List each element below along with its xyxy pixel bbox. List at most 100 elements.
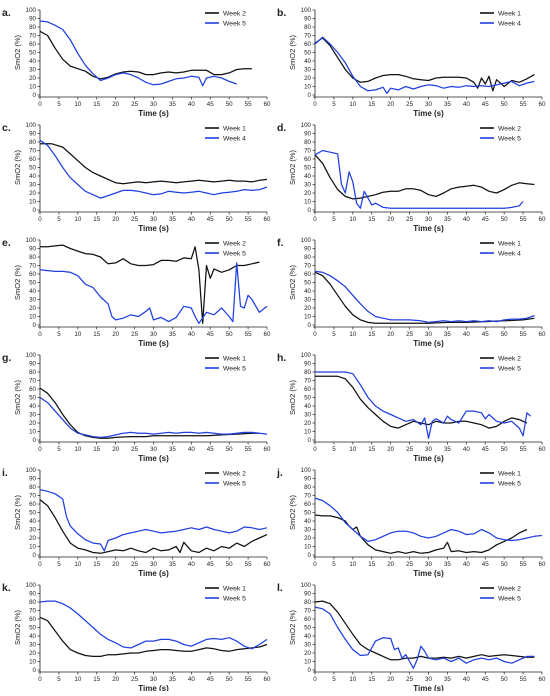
legend-label: Week 2	[223, 240, 246, 247]
x-tick-label: 25	[406, 216, 413, 223]
y-tick-label: 30	[304, 182, 311, 189]
series-line	[314, 36, 535, 94]
x-axis-label: Time (s)	[138, 454, 169, 463]
legend-label: Week 1	[498, 240, 521, 247]
y-tick-label: 60	[29, 501, 36, 508]
y-tick-label: 20	[29, 75, 36, 82]
x-tick-label: 10	[349, 216, 356, 223]
y-axis-label: SmO2 (%)	[13, 495, 22, 531]
x-axis-label: Time (s)	[413, 454, 444, 463]
y-tick-label: 100	[301, 582, 312, 589]
x-tick-label: 55	[520, 101, 527, 108]
y-tick-label: 60	[304, 616, 311, 623]
x-tick-label: 60	[264, 676, 271, 683]
x-tick-label: 30	[425, 101, 432, 108]
y-tick-label: 40	[304, 518, 311, 525]
x-tick-label: 20	[112, 561, 119, 568]
series-line	[39, 387, 260, 439]
x-tick-label: 35	[444, 216, 451, 223]
legend-label: Week 4	[498, 20, 521, 27]
y-tick-label: 100	[301, 352, 312, 359]
x-tick-label: 30	[150, 561, 157, 568]
x-tick-label: 20	[387, 216, 394, 223]
y-tick-label: 10	[29, 659, 36, 666]
x-tick-label: 0	[313, 676, 317, 683]
y-tick-label: 70	[304, 608, 311, 615]
y-tick-label: 50	[304, 280, 311, 287]
y-tick-label: 40	[29, 403, 36, 410]
y-tick-label: 30	[304, 412, 311, 419]
y-tick-label: 90	[304, 16, 311, 23]
x-tick-label: 20	[387, 561, 394, 568]
y-tick-label: 20	[29, 420, 36, 427]
series-line	[315, 371, 532, 439]
series-line	[314, 37, 535, 92]
x-tick-label: 55	[520, 676, 527, 683]
y-tick-label: 80	[304, 484, 311, 491]
y-tick-label: 100	[26, 467, 37, 474]
y-tick-label: 40	[29, 288, 36, 295]
y-tick-label: 10	[29, 199, 36, 206]
x-tick-label: 20	[387, 446, 394, 453]
panel-label: k.	[2, 582, 11, 594]
y-tick-label: 100	[26, 582, 37, 589]
legend-label: Week 1	[223, 355, 246, 362]
y-tick-label: 40	[304, 403, 311, 410]
y-tick-label: 40	[304, 633, 311, 640]
x-tick-label: 25	[406, 101, 413, 108]
x-tick-label: 0	[313, 446, 317, 453]
panel-label: b.	[277, 7, 286, 19]
x-tick-label: 0	[38, 331, 42, 338]
x-tick-label: 35	[169, 676, 176, 683]
x-tick-label: 10	[74, 216, 81, 223]
x-axis-label: Time (s)	[138, 684, 169, 691]
series-line	[39, 262, 268, 324]
x-tick-label: 10	[74, 101, 81, 108]
y-tick-label: 70	[304, 263, 311, 270]
x-tick-label: 15	[93, 331, 100, 338]
x-tick-label: 55	[245, 101, 252, 108]
x-tick-label: 0	[38, 101, 42, 108]
y-axis-label: SmO2 (%)	[288, 150, 297, 186]
x-tick-label: 10	[74, 331, 81, 338]
y-tick-label: 100	[26, 237, 37, 244]
x-tick-label: 10	[349, 561, 356, 568]
legend-label: Week 2	[498, 125, 521, 132]
x-tick-label: 10	[74, 676, 81, 683]
legend-label: Week 5	[223, 365, 246, 372]
y-tick-label: 90	[304, 246, 311, 253]
legend-label: Week 1	[223, 585, 246, 592]
y-tick-label: 70	[29, 33, 36, 40]
legend-label: Week 1	[498, 10, 521, 17]
x-tick-label: 40	[188, 561, 195, 568]
x-tick-label: 0	[38, 676, 42, 683]
x-tick-label: 5	[332, 216, 336, 223]
x-tick-label: 60	[539, 561, 546, 568]
y-tick-label: 70	[304, 378, 311, 385]
x-tick-label: 30	[150, 216, 157, 223]
series-line	[314, 600, 535, 661]
y-tick-label: 10	[304, 199, 311, 206]
panel-label: e.	[2, 237, 11, 249]
legend-label: Week 2	[498, 355, 521, 362]
x-tick-label: 50	[226, 216, 233, 223]
y-tick-label: 0	[33, 437, 37, 444]
x-tick-label: 5	[57, 446, 61, 453]
y-tick-label: 100	[301, 237, 312, 244]
legend-label: Week 5	[223, 595, 246, 602]
x-tick-label: 25	[406, 446, 413, 453]
panel-label: j.	[276, 467, 283, 479]
x-tick-label: 35	[444, 561, 451, 568]
series-line	[314, 270, 535, 324]
series-line	[314, 154, 535, 200]
y-tick-label: 70	[304, 33, 311, 40]
y-tick-label: 10	[304, 544, 311, 551]
x-tick-label: 20	[112, 331, 119, 338]
y-tick-label: 10	[29, 314, 36, 321]
